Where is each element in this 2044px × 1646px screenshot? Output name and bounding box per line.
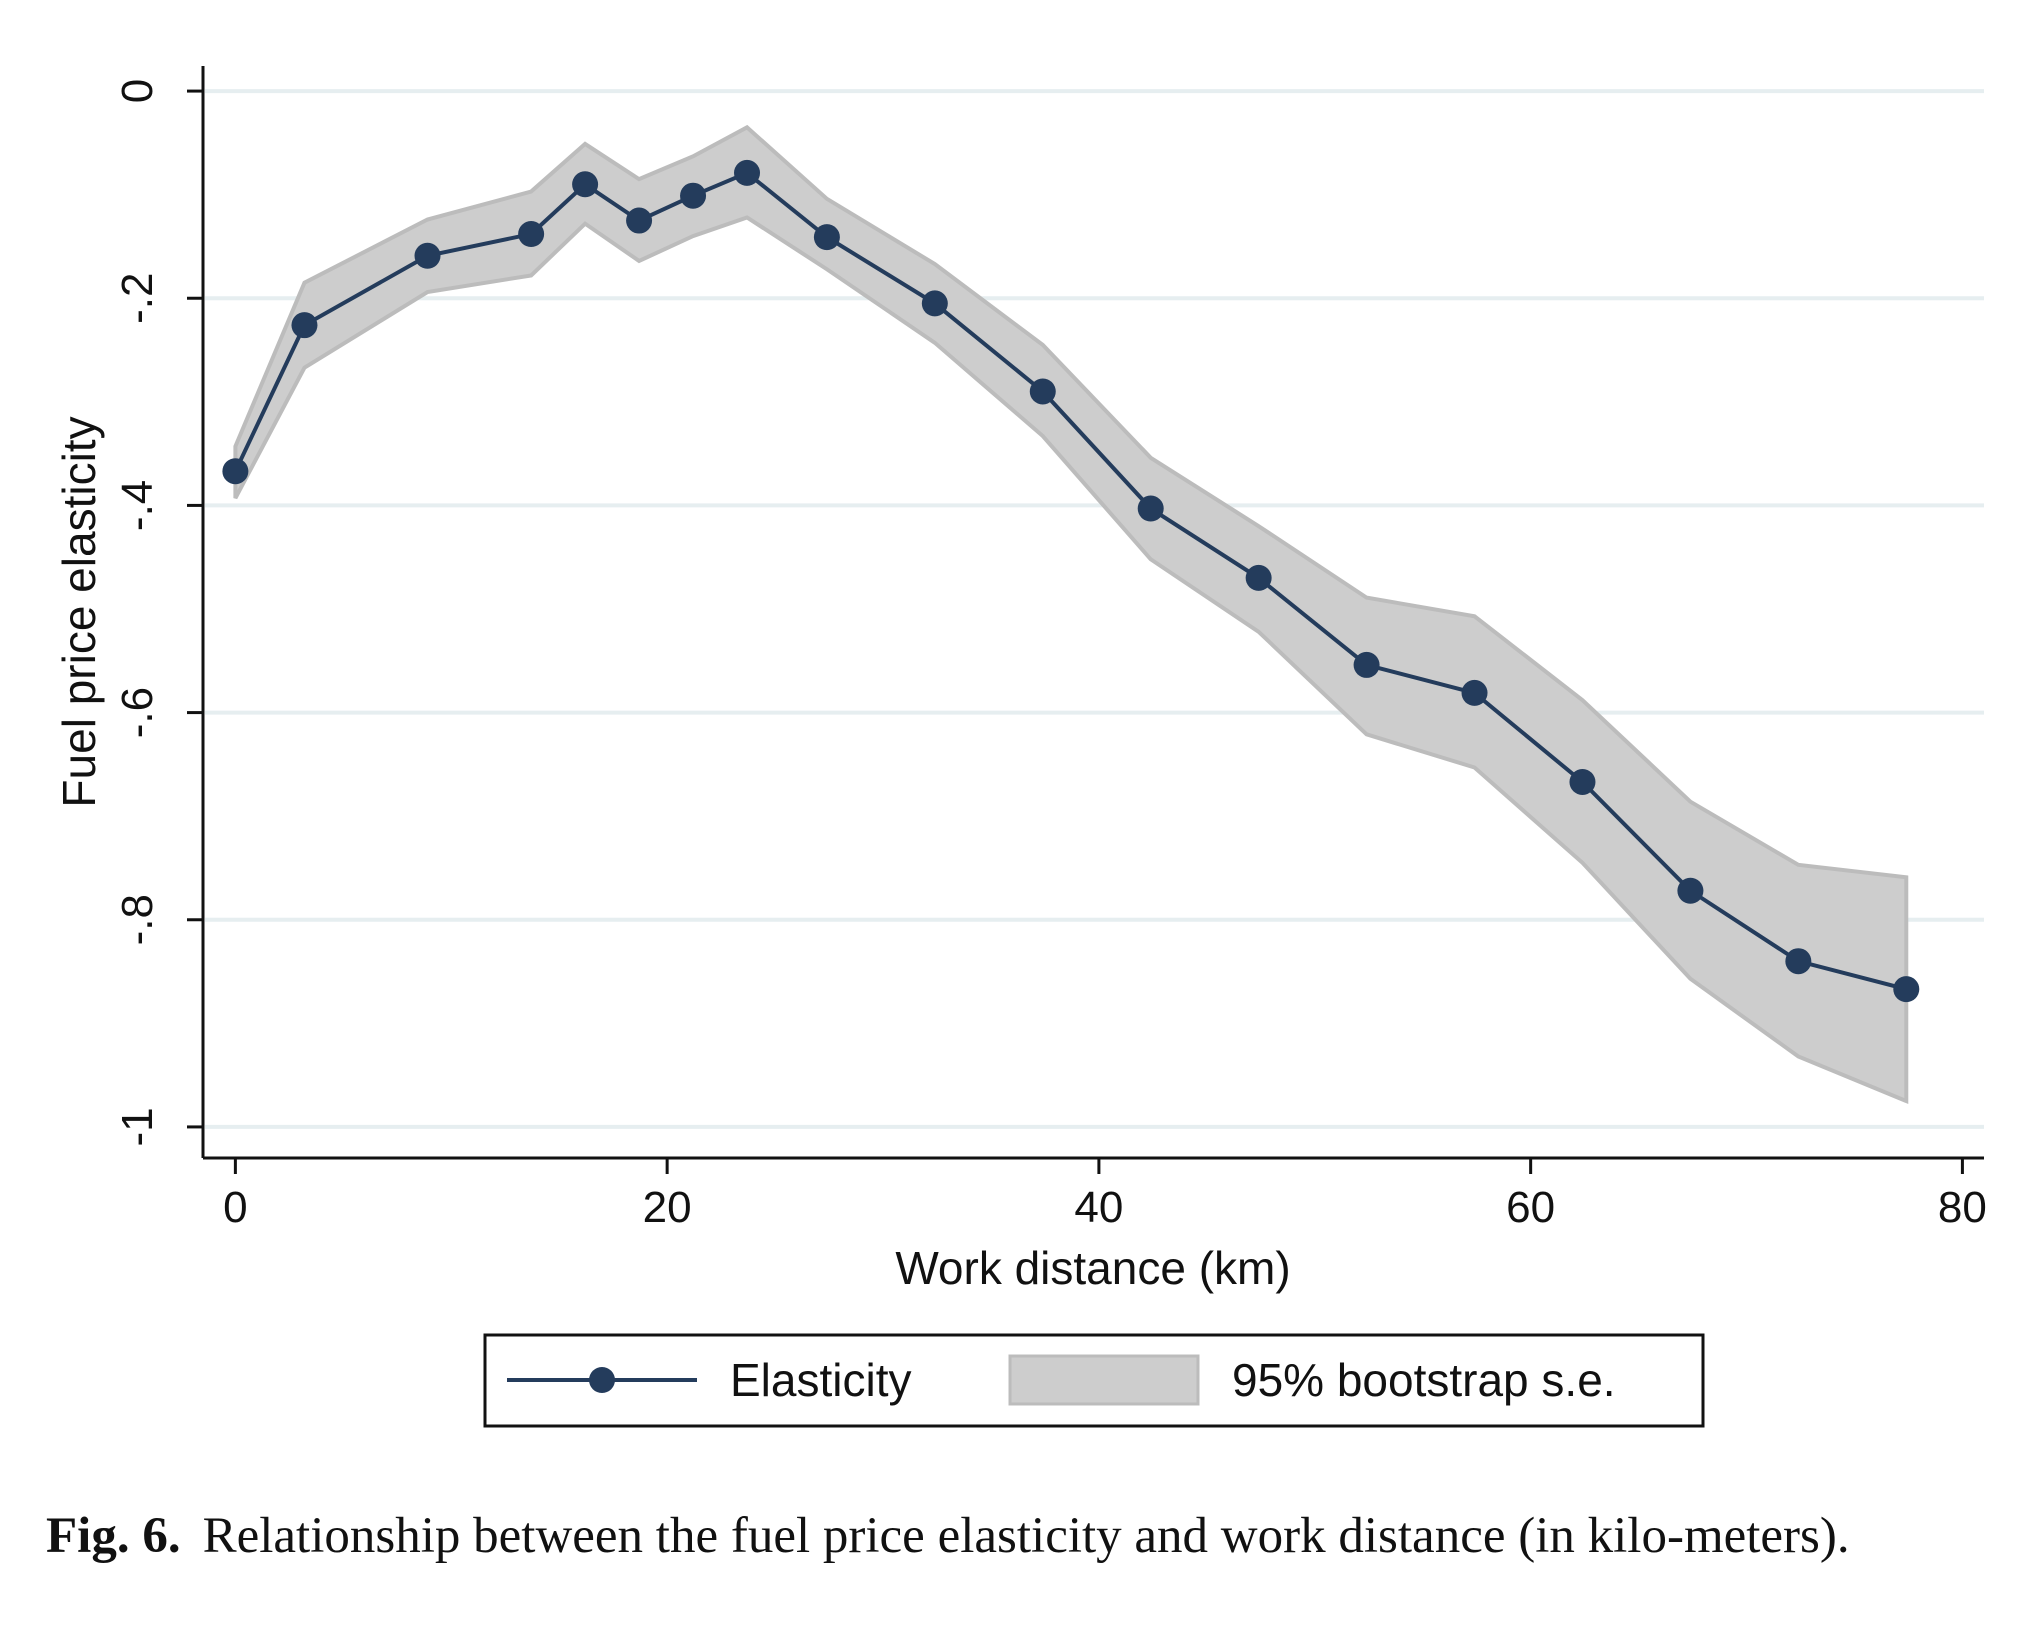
legend: Elasticity 95% bootstrap s.e. — [483, 1333, 1705, 1428]
data-point — [1893, 976, 1920, 1003]
y-tick-label: -1 — [113, 1107, 162, 1146]
legend-band-label: 95% bootstrap s.e. — [1232, 1354, 1616, 1406]
data-point — [1785, 948, 1812, 975]
data-point — [518, 221, 545, 248]
data-point — [1569, 768, 1596, 795]
data-point — [1137, 495, 1164, 522]
y-tick-label: -.6 — [113, 687, 162, 738]
data-point — [291, 312, 318, 339]
data-point — [680, 182, 707, 209]
legend-band-swatch — [1008, 1354, 1200, 1406]
data-point — [1353, 651, 1380, 678]
x-axis-label: Work distance (km) — [895, 1242, 1290, 1294]
y-axis-ticks: 0 -.2 -.4 -.6 -.8 -1 — [113, 79, 203, 1146]
data-point — [1245, 564, 1272, 591]
x-axis-ticks: 0 20 40 60 80 — [223, 1158, 1987, 1232]
x-tick-label: 20 — [643, 1183, 692, 1232]
data-point — [921, 290, 948, 317]
data-points — [222, 159, 1920, 1003]
caption-text: Relationship between the fuel price elas… — [202, 1508, 1850, 1564]
figure-label: Fig. 6. — [46, 1508, 181, 1564]
legend-elasticity-marker — [589, 1367, 615, 1393]
data-point — [414, 242, 441, 269]
figure-caption: Fig. 6. Relationship between the fuel pri… — [46, 1500, 2006, 1572]
data-point — [626, 207, 653, 234]
data-point — [1677, 877, 1704, 904]
legend-elasticity-label: Elasticity — [730, 1354, 911, 1406]
x-tick-label: 0 — [223, 1183, 247, 1232]
y-axis-label: Fuel price elasticity — [53, 416, 105, 807]
data-point — [1029, 378, 1056, 405]
data-point — [1461, 679, 1488, 706]
y-tick-label: -.8 — [113, 894, 162, 945]
data-point — [572, 171, 599, 198]
y-tick-label: -.2 — [113, 273, 162, 324]
y-tick-label: 0 — [113, 79, 162, 103]
data-point — [813, 224, 840, 251]
data-point — [734, 159, 761, 186]
confidence-band — [233, 124, 1909, 1105]
y-tick-label: -.4 — [113, 480, 162, 531]
grid-lines — [205, 89, 1984, 1129]
x-tick-label: 60 — [1506, 1183, 1555, 1232]
data-point — [222, 458, 249, 485]
x-tick-label: 80 — [1938, 1183, 1987, 1232]
x-tick-label: 40 — [1074, 1183, 1123, 1232]
